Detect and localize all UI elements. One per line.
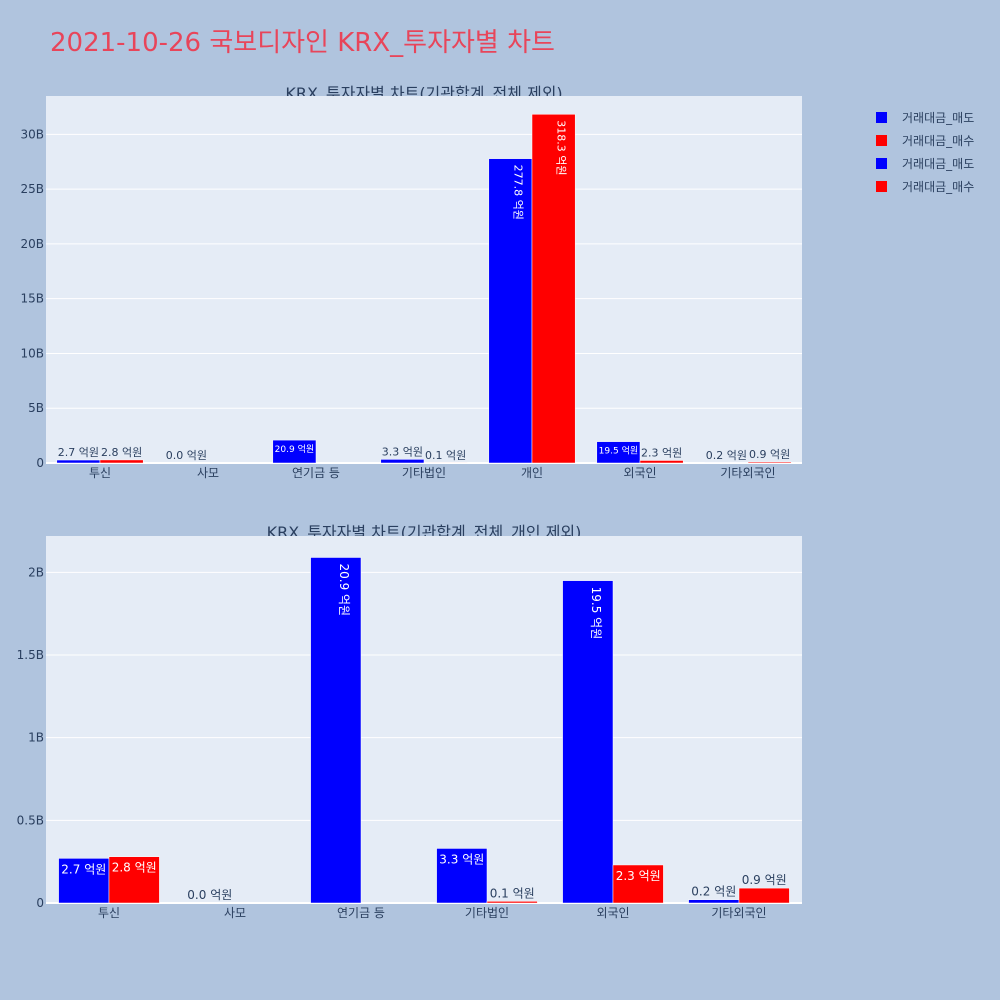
data-label: 0.9 억원 (749, 448, 790, 461)
data-label: 277.8 억원 (511, 165, 524, 220)
y-tick-label: 25B (20, 182, 44, 196)
legend-label: 거래대금_매도 (902, 111, 975, 125)
bar-sell (380, 459, 425, 464)
legend-item[interactable]: 거래대금_매도 (876, 106, 974, 129)
y-tick-label: 1.5B (17, 648, 44, 662)
legend-label: 거래대금_매도 (902, 157, 975, 171)
plot-area (46, 536, 802, 903)
data-label: 2.7 억원 (61, 862, 106, 876)
y-tick-label: 0 (36, 896, 44, 910)
x-tick-label: 사모 (197, 466, 219, 480)
y-tick-label: 5B (28, 401, 44, 415)
data-label: 0.1 억원 (490, 886, 535, 900)
bar-buy (99, 459, 144, 464)
data-label: 3.3 억원 (382, 445, 423, 458)
y-tick-label: 1B (28, 731, 44, 745)
bar-sell (58, 858, 110, 904)
bar-buy (108, 856, 160, 904)
legend-label: 거래대금_매수 (902, 180, 975, 194)
bar-sell (688, 899, 740, 904)
data-label: 20.9 억원 (275, 443, 315, 455)
legend-label: 거래대금_매수 (902, 134, 975, 148)
y-tick-label: 15B (20, 292, 44, 306)
data-label: 2.7 억원 (58, 446, 99, 459)
x-tick-label: 외국인 (623, 466, 656, 480)
bar-buy (612, 864, 664, 904)
bar-sell (272, 439, 317, 464)
y-tick-label: 30B (20, 127, 44, 141)
x-tick-label: 개인 (521, 466, 543, 480)
bar-sell (436, 848, 488, 904)
y-tick-label: 20B (20, 237, 44, 251)
legend-swatch-buy (876, 135, 887, 146)
bar-sell (310, 557, 362, 904)
data-label: 20.9 억원 (337, 563, 351, 616)
data-label: 19.5 억원 (599, 445, 639, 457)
x-tick-label: 연기금 등 (292, 466, 340, 480)
y-tick-label: 2B (28, 565, 44, 579)
x-tick-label: 투신 (98, 906, 120, 920)
data-label: 2.8 억원 (112, 861, 157, 875)
bar-buy (747, 461, 792, 464)
x-tick-label: 기타외국인 (711, 906, 766, 920)
data-label: 0.2 억원 (706, 449, 747, 462)
data-label: 2.3 억원 (641, 446, 682, 459)
data-label: 0.0 억원 (187, 888, 232, 902)
data-label: 2.8 억원 (101, 446, 142, 459)
bar-sell (56, 459, 101, 464)
data-label: 0.9 억원 (742, 873, 787, 887)
legend: 거래대금_매도 거래대금_매수 거래대금_매도 거래대금_매수 (876, 106, 974, 198)
x-tick-label: 기타법인 (402, 466, 446, 480)
x-tick-label: 기타법인 (465, 906, 509, 920)
legend-item[interactable]: 거래대금_매도 (876, 152, 974, 175)
legend-swatch-sell (876, 158, 887, 169)
x-tick-label: 기타외국인 (720, 466, 775, 480)
data-label: 19.5 억원 (589, 587, 603, 640)
data-label: 0.2 억원 (691, 885, 736, 899)
legend-swatch-sell (876, 112, 887, 123)
y-tick-label: 0 (36, 456, 44, 470)
data-label: 318.3 억원 (555, 120, 568, 175)
bar-buy (639, 460, 684, 464)
legend-item[interactable]: 거래대금_매수 (876, 129, 974, 152)
data-label: 2.3 억원 (616, 869, 661, 883)
x-tick-label: 외국인 (596, 906, 629, 920)
bar-buy (738, 887, 790, 904)
bar-sell (562, 580, 614, 904)
bar-buy (486, 901, 538, 904)
data-label: 3.3 억원 (439, 852, 484, 866)
legend-item[interactable]: 거래대금_매수 (876, 175, 974, 198)
plot-area (46, 96, 802, 463)
page-title: 2021-10-26 국보디자인 KRX_투자자별 차트 (50, 28, 555, 58)
bar-buy (531, 114, 576, 464)
bar-sell (488, 158, 533, 464)
x-tick-label: 투신 (89, 466, 111, 480)
y-tick-label: 10B (20, 346, 44, 360)
data-label: 0.0 억원 (166, 449, 207, 462)
x-tick-label: 연기금 등 (337, 906, 385, 920)
x-tick-label: 사모 (224, 906, 246, 920)
bar-sell (596, 441, 641, 464)
data-label: 0.1 억원 (425, 449, 466, 462)
legend-swatch-buy (876, 181, 887, 192)
y-tick-label: 0.5B (17, 813, 44, 827)
